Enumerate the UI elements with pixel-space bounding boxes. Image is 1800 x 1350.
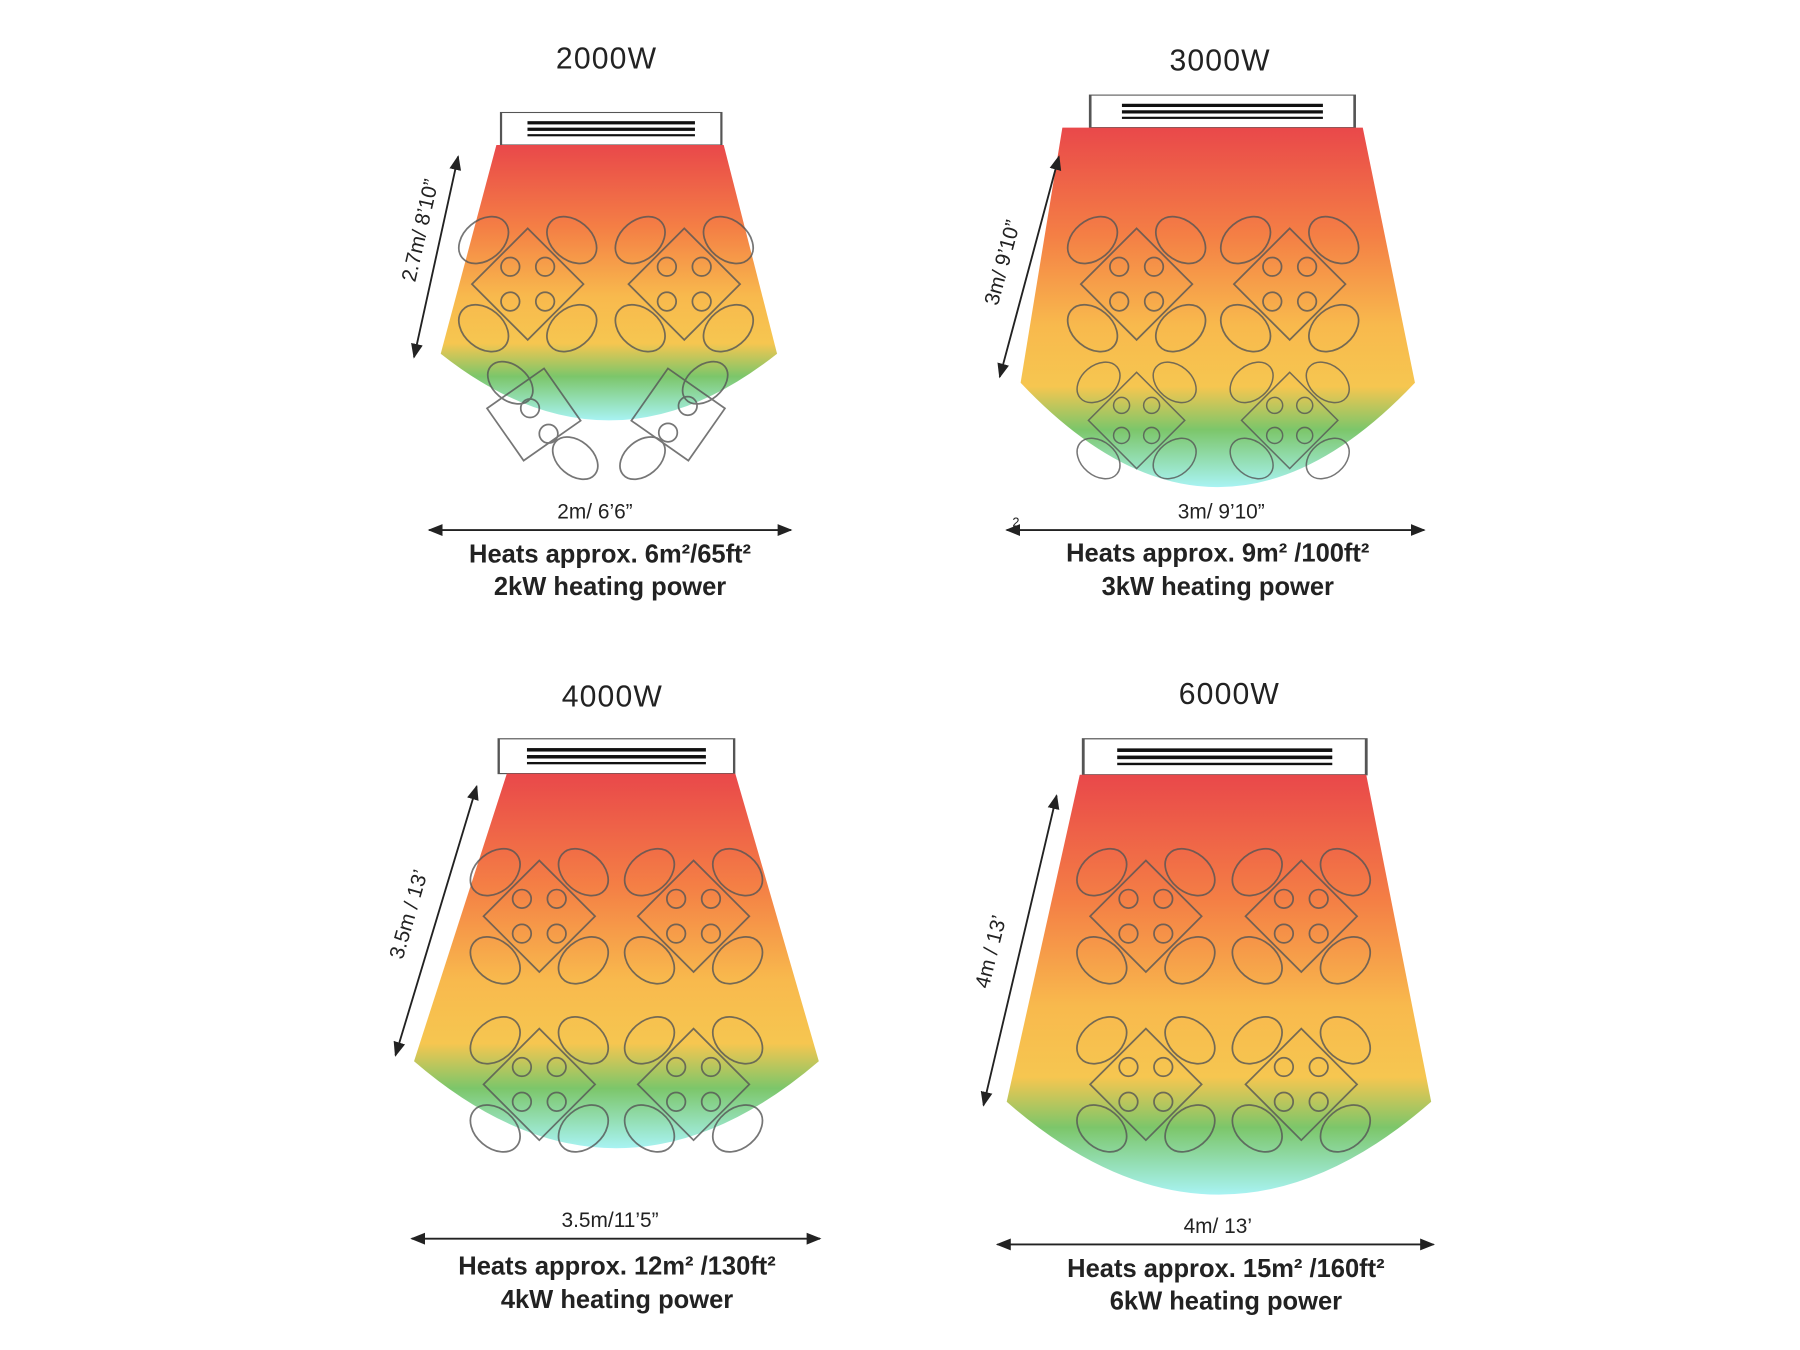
panel-6000w: 6000W 4m / 13’ 4m/ 13’ Heats approx. 15m… <box>971 678 1435 1315</box>
coverage-text: Heats approx. 9m² /100ft² <box>1066 539 1369 567</box>
panel-title: 6000W <box>1179 678 1280 711</box>
panel-3000w: 3000W 3m/ 9’10” 3m/ 9’10” 2 Heats approx… <box>980 45 1426 601</box>
depth-label: 3m/ 9’10” <box>980 218 1025 308</box>
table-set <box>485 360 729 481</box>
panel-title: 3000W <box>1169 45 1270 78</box>
width-label: 3.5m/11’5” <box>562 1209 659 1232</box>
coverage-text: Heats approx. 15m² /160ft² <box>1067 1255 1384 1283</box>
width-label: 2m/ 6’6” <box>557 500 632 523</box>
heat-zone <box>1020 127 1415 488</box>
panel-title: 4000W <box>562 680 663 713</box>
depth-arrow <box>411 155 462 359</box>
heat-zone <box>440 144 778 421</box>
panel-title: 2000W <box>556 42 657 75</box>
depth-label: 2.7m/ 8’10” <box>398 177 444 284</box>
heater <box>499 111 723 147</box>
coverage-text: Heats approx. 6m²/65ft² <box>469 541 751 569</box>
footnote-mark: 2 <box>1012 515 1019 530</box>
power-text: 6kW heating power <box>1110 1287 1342 1315</box>
heat-zone <box>414 773 819 1149</box>
depth-arrow <box>997 155 1062 379</box>
depth-label: 3.5m / 13’ <box>385 867 432 961</box>
power-text: 4kW heating power <box>501 1286 733 1314</box>
depth-arrow <box>980 794 1060 1107</box>
panel-2000w: 2000W 2.7m/ 8’10” 2m/ 6’6” Heats approx.… <box>398 42 793 601</box>
panel-4000w: 4000W 3.5m / 13’ 3.5m/11’5” Heats approx… <box>385 680 822 1314</box>
depth-arrow <box>393 784 479 1057</box>
heater <box>1081 737 1368 777</box>
width-label: 4m/ 13’ <box>1184 1215 1252 1238</box>
depth-label: 4m / 13’ <box>971 913 1011 991</box>
power-text: 2kW heating power <box>494 573 726 601</box>
width-label: 3m/ 9’10” <box>1178 500 1265 523</box>
coverage-text: Heats approx. 12m² /130ft² <box>458 1253 775 1281</box>
heater <box>497 737 736 775</box>
heater <box>1088 93 1356 129</box>
power-text: 3kW heating power <box>1102 573 1334 601</box>
